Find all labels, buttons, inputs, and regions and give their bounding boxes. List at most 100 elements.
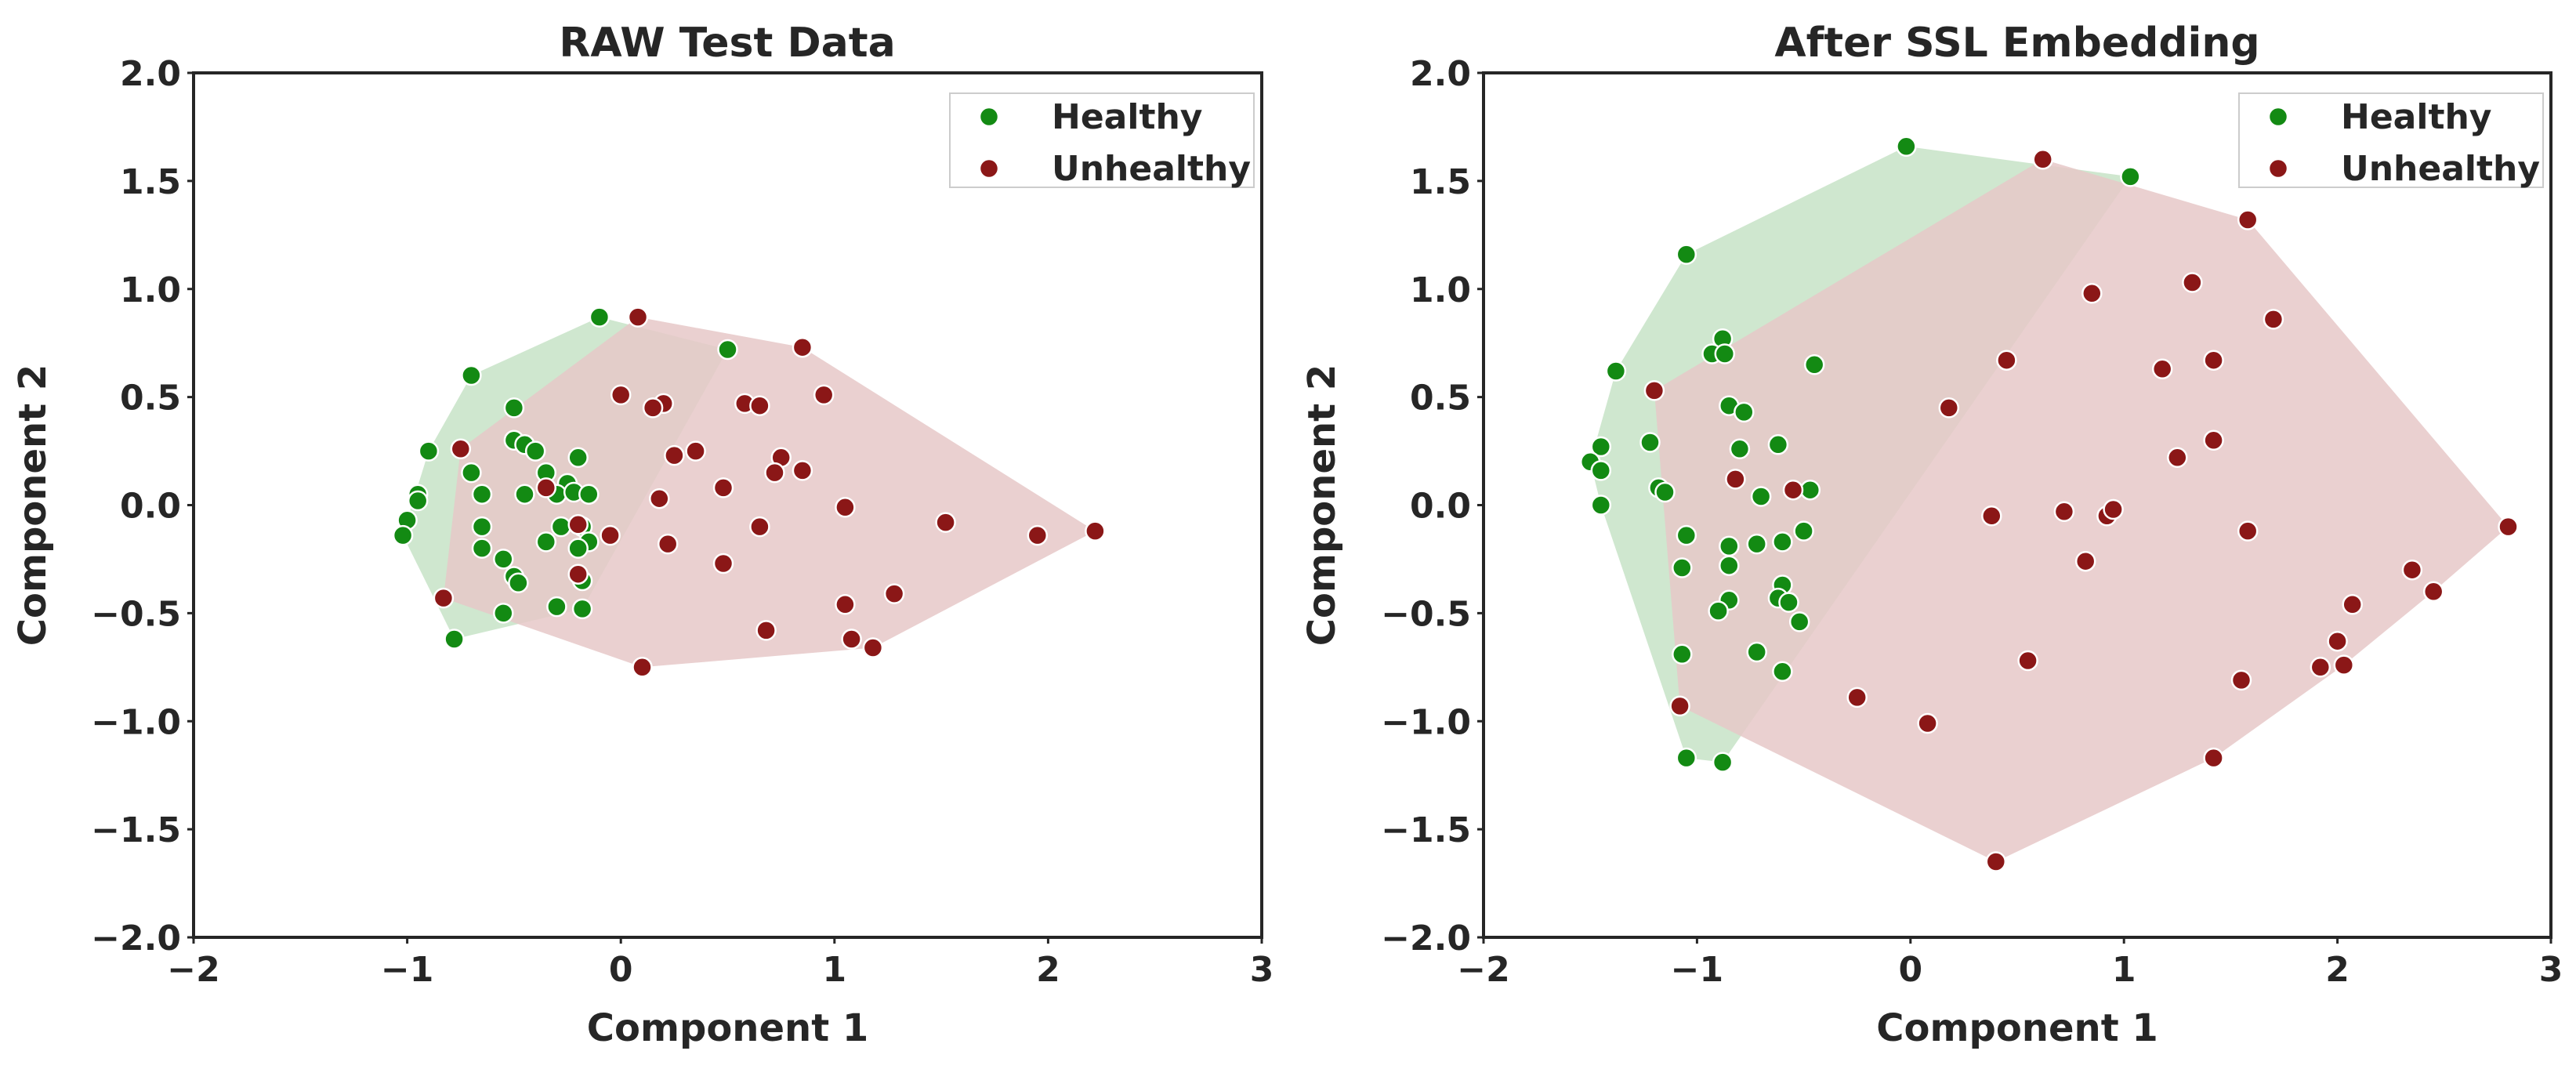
unhealthy-point xyxy=(2333,654,2355,676)
unhealthy-point xyxy=(1981,506,2002,527)
healthy-point xyxy=(546,596,567,618)
panel-raw-test-data: RAW Test Data −2 −1 0 1 2 3 2.0 1.5 1.0 0.5 0.0 −0.5… xyxy=(11,20,1274,1050)
healthy-point xyxy=(1676,524,1697,546)
unhealthy-point xyxy=(1027,524,1049,546)
unhealthy-point xyxy=(2422,581,2444,603)
unhealthy-point xyxy=(883,583,905,604)
unhealthy-point xyxy=(1996,350,2017,371)
healthy-point xyxy=(461,364,482,386)
y-tick-label: −1.5 xyxy=(91,810,181,850)
healthy-point xyxy=(508,572,529,594)
y-axis-label: Component 2 xyxy=(11,364,55,647)
chart-title: After SSL Embedding xyxy=(1774,20,2259,67)
unhealthy-series xyxy=(433,306,1106,678)
unhealthy-point xyxy=(642,397,664,419)
y-tick-label: −0.5 xyxy=(91,594,181,634)
y-tick-label: −1.5 xyxy=(1381,810,1471,850)
unhealthy-point xyxy=(1725,469,1746,490)
healthy-point xyxy=(1590,460,1612,481)
healthy-point xyxy=(1746,533,1767,555)
healthy-point xyxy=(1719,535,1740,557)
legend-label-unhealthy: Unhealthy xyxy=(1052,149,1251,189)
unhealthy-point xyxy=(792,336,813,358)
unhealthy-point xyxy=(792,460,813,481)
healthy-point xyxy=(418,440,440,462)
healthy-point xyxy=(1799,479,1821,501)
healthy-point xyxy=(493,603,514,624)
unhealthy-point xyxy=(2053,501,2075,523)
healthy-point xyxy=(2120,166,2141,187)
healthy-point xyxy=(550,516,572,538)
healthy-point xyxy=(1719,555,1740,576)
healthy-point xyxy=(1672,643,1693,665)
healthy-point xyxy=(1676,747,1697,769)
unhealthy-point xyxy=(627,306,649,328)
y-tick-label: 1.5 xyxy=(120,162,181,202)
y-tick-label: 0.0 xyxy=(120,487,181,527)
unhealthy-point xyxy=(1985,851,2007,872)
unhealthy-point xyxy=(835,497,856,518)
unhealthy-point xyxy=(1643,380,1665,401)
healthy-point xyxy=(1778,592,1799,613)
unhealthy-point xyxy=(749,395,770,416)
unhealthy-point xyxy=(2032,149,2053,170)
panel-after-ssl-embedding: After SSL Embedding −2 −1 0 1 2 3 2.0 1.5 1.0 0.5 0… xyxy=(1300,20,2563,1050)
healthy-point xyxy=(1676,244,1697,265)
unhealthy-point xyxy=(712,477,734,498)
healthy-point xyxy=(471,484,493,505)
healthy-point xyxy=(392,524,414,546)
healthy-point xyxy=(1767,434,1789,455)
unhealthy-point xyxy=(2081,283,2103,304)
legend: Healthy Unhealthy xyxy=(2238,92,2544,189)
y-tick-label: 1.0 xyxy=(1410,270,1471,310)
unhealthy-point xyxy=(2310,657,2331,678)
x-tick-label: 1 xyxy=(2112,950,2136,990)
y-axis-label: Component 2 xyxy=(1300,364,1344,647)
unhealthy-point xyxy=(764,462,785,484)
unhealthy-point xyxy=(2182,272,2203,293)
healthy-point xyxy=(571,598,593,620)
unhealthy-point xyxy=(2401,559,2423,581)
unhealthy-point xyxy=(2017,650,2038,672)
unhealthy-point xyxy=(2074,550,2096,572)
healthy-point xyxy=(578,484,600,505)
healthy-point xyxy=(1803,354,1825,375)
unhealthy-point xyxy=(1938,397,1960,419)
healthy-point xyxy=(535,531,557,553)
healthy-point xyxy=(1729,438,1751,460)
healthy-point xyxy=(471,516,493,538)
unhealthy-point xyxy=(935,512,956,533)
unhealthy-hull-region xyxy=(1654,159,2509,862)
x-tick-label: 2 xyxy=(1036,950,1060,990)
y-tick-label: −1.0 xyxy=(1381,702,1471,742)
healthy-point xyxy=(1672,557,1693,578)
unhealthy-point xyxy=(862,637,884,658)
x-tick-label: −1 xyxy=(1671,950,1723,990)
unhealthy-legend-marker xyxy=(978,158,1000,179)
healthy-point xyxy=(567,447,589,469)
unhealthy-point xyxy=(755,620,777,641)
unhealthy-legend-marker xyxy=(2267,158,2289,179)
healthy-point xyxy=(1590,495,1612,516)
unhealthy-point xyxy=(567,514,589,535)
y-tick-label: 1.5 xyxy=(1410,162,1471,202)
healthy-point xyxy=(589,306,610,328)
legend-label-healthy: Healthy xyxy=(2341,97,2491,137)
healthy-point xyxy=(1746,641,1767,663)
y-tick-label: −2.0 xyxy=(1381,919,1471,958)
x-tick-label: 2 xyxy=(2325,950,2350,990)
unhealthy-point xyxy=(685,440,706,462)
healthy-point xyxy=(1654,481,1676,503)
healthy-point xyxy=(1708,600,1729,621)
x-tick-label: 1 xyxy=(822,950,846,990)
healthy-point xyxy=(1750,486,1772,507)
unhealthy-point xyxy=(535,477,557,498)
unhealthy-point xyxy=(712,553,734,574)
healthy-point xyxy=(567,538,589,559)
unhealthy-point xyxy=(664,444,685,466)
y-tick-label: 0.0 xyxy=(1410,487,1471,527)
unhealthy-point xyxy=(450,438,472,460)
healthy-point xyxy=(1788,611,1810,632)
unhealthy-point xyxy=(610,384,632,406)
